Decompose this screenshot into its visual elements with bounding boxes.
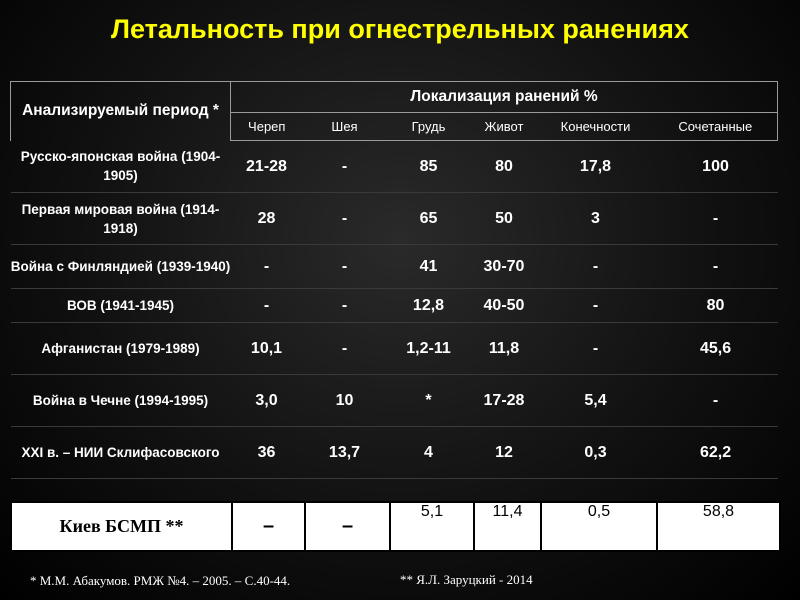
table-row: Первая мировая война (1914-1918) 28-65 50 3…: [10, 192, 778, 245]
column-header-combined: Сочетанные: [653, 112, 779, 141]
cell-combined: 100: [653, 140, 778, 193]
cell-combined: -: [653, 374, 778, 427]
row-period-label: ВОВ (1941-1945): [10, 288, 231, 323]
row-period-label: Афганистан (1979-1989): [10, 322, 231, 375]
table-row: Война в Чечне (1994-1995) 3,0 10 * 17-28 5,4-: [10, 374, 778, 427]
table-row: XXI в. – НИИ Склифасовского 36 13,7 4 12 0,3 6…: [10, 426, 778, 479]
cell-abdomen: 80: [470, 140, 538, 193]
footnote-source-2: ** Я.Л. Заруцкий - 2014: [400, 572, 533, 587]
cell-chest: 65: [386, 192, 471, 245]
column-header-chest: Грудь: [386, 112, 471, 141]
cell-abdomen: 11,8: [470, 322, 538, 375]
row-period-label: Война в Чечне (1994-1995): [10, 374, 231, 427]
cell-combined: 80: [653, 288, 778, 323]
cell-combined: 45,6: [653, 322, 778, 375]
cell-chest: 1,2-11: [386, 322, 471, 375]
kiev-cell-skull: –: [231, 501, 306, 552]
kiev-row-table: Киев БСМП ** – – 5,1 11,4 0,5 58,8: [10, 501, 781, 552]
cell-chest: *: [386, 374, 471, 427]
column-header-skull: Череп: [230, 112, 303, 141]
cell-chest: 4: [386, 426, 471, 479]
cell-skull: 28: [230, 192, 303, 245]
cell-abdomen: 17-28: [470, 374, 538, 427]
cell-abdomen: 50: [470, 192, 538, 245]
cell-neck: -: [302, 288, 387, 323]
cell-skull: 36: [230, 426, 303, 479]
cell-limbs: 5,4: [537, 374, 654, 427]
kiev-row: Киев БСМП ** – – 5,1 11,4 0,5 58,8: [10, 501, 781, 552]
table-body: Русско-японская война (1904-1905) 21-28-8…: [10, 140, 778, 479]
lethality-table: Анализируемый период * Локализация ранен…: [10, 81, 779, 479]
column-header-abdomen: Живот: [470, 112, 538, 141]
cell-combined: 62,2: [653, 426, 778, 479]
column-header-limbs: Конечности: [537, 112, 654, 141]
cell-chest: 41: [386, 244, 471, 289]
cell-combined: -: [653, 244, 778, 289]
cell-limbs: 0,3: [537, 426, 654, 479]
kiev-cell-neck: –: [304, 501, 391, 552]
cell-chest: 12,8: [386, 288, 471, 323]
cell-abdomen: 12: [470, 426, 538, 479]
page-title: Летальность при огнестрельных ранениях: [111, 14, 689, 44]
cell-neck: -: [302, 140, 387, 193]
cell-combined: -: [653, 192, 778, 245]
kiev-row-label: Киев БСМП **: [10, 501, 233, 552]
cell-skull: 21-28: [230, 140, 303, 193]
cell-limbs: -: [537, 288, 654, 323]
cell-limbs: 17,8: [537, 140, 654, 193]
cell-limbs: 3: [537, 192, 654, 245]
cell-limbs: -: [537, 322, 654, 375]
cell-neck: -: [302, 192, 387, 245]
cell-neck: 10: [302, 374, 387, 427]
table-row: Война с Финляндией (1939-1940) - -41 30-70-…: [10, 244, 778, 289]
cell-limbs: -: [537, 244, 654, 289]
cell-skull: -: [230, 288, 303, 323]
row-period-label: Первая мировая война (1914-1918): [10, 192, 231, 245]
table-row: Афганистан (1979-1989) 10,1-1,2-11 11,8-45…: [10, 322, 778, 375]
cell-abdomen: 40-50: [470, 288, 538, 323]
row-period-label: Война с Финляндией (1939-1940): [10, 244, 231, 289]
table-row: Русско-японская война (1904-1905) 21-28-8…: [10, 140, 778, 193]
row-period-label: Русско-японская война (1904-1905): [10, 140, 231, 193]
kiev-cell-limbs: 0,5: [540, 501, 658, 552]
cell-skull: 10,1: [230, 322, 303, 375]
header-localization: Локализация ранений %: [230, 81, 779, 113]
kiev-cell-chest: 5,1: [389, 501, 475, 552]
kiev-cell-combined: 58,8: [656, 501, 781, 552]
row-period-label: XXI в. – НИИ Склифасовского: [10, 426, 231, 479]
cell-chest: 85: [386, 140, 471, 193]
cell-neck: 13,7: [302, 426, 387, 479]
footnote-source-1: * М.М. Абакумов. РМЖ №4. – 2005. – С.40-…: [30, 573, 291, 588]
kiev-cell-abdomen: 11,4: [473, 501, 542, 552]
cell-skull: -: [230, 244, 303, 289]
cell-skull: 3,0: [230, 374, 303, 427]
cell-neck: -: [302, 322, 387, 375]
column-header-neck: Шея: [302, 112, 387, 141]
header-period: Анализируемый период *: [10, 81, 231, 141]
cell-neck: -: [302, 244, 387, 289]
table-row: ВОВ (1941-1945) - -12,8 40-50-80: [10, 288, 778, 323]
cell-abdomen: 30-70: [470, 244, 538, 289]
